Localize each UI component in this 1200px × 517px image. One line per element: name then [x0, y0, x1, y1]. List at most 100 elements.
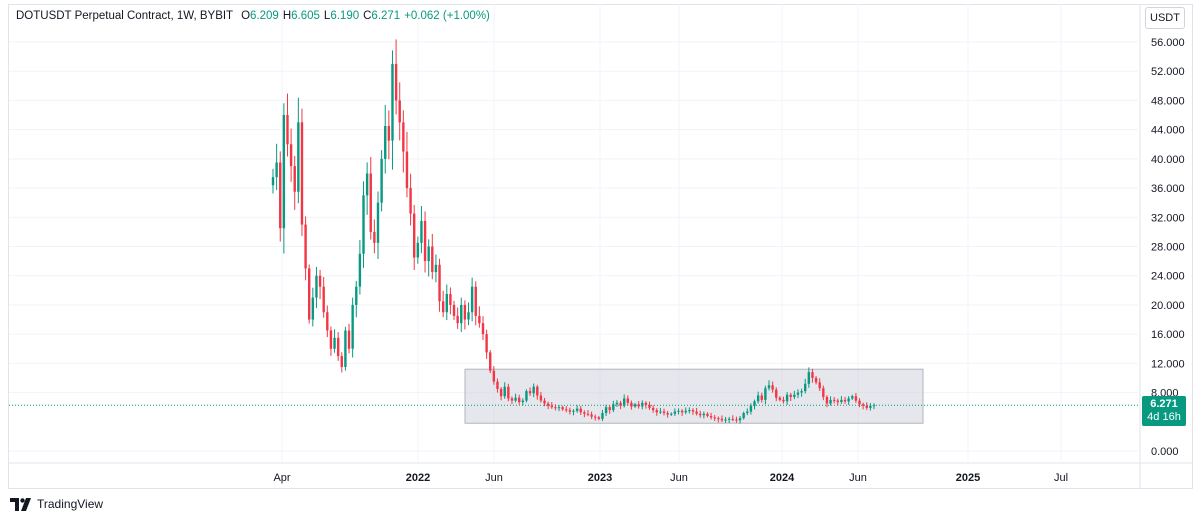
- candle: [861, 402, 865, 410]
- x-tick-label: Apr: [273, 472, 290, 484]
- candle: [525, 389, 528, 403]
- candle: [775, 387, 778, 402]
- candle: [713, 414, 716, 422]
- candle: [329, 326, 333, 356]
- candle: [742, 411, 745, 420]
- candle: [543, 397, 546, 407]
- candle: [724, 416, 727, 424]
- candle: [315, 266, 318, 309]
- candle: [510, 396, 514, 405]
- y-tick-label: 44.000: [1151, 125, 1185, 137]
- tradingview-icon: [10, 497, 31, 511]
- candle: [764, 385, 767, 405]
- candle: [825, 395, 829, 408]
- candle: [503, 382, 506, 399]
- candle: [405, 131, 409, 198]
- candle: [843, 396, 847, 404]
- candle: [380, 150, 383, 212]
- candle: [767, 380, 771, 391]
- candle: [778, 396, 782, 402]
- y-tick-label: 56.000: [1151, 37, 1185, 49]
- close-value: 6.271: [371, 10, 401, 22]
- candle: [441, 290, 445, 318]
- candle: [326, 305, 329, 338]
- candle: [619, 400, 622, 410]
- candle: [746, 408, 749, 416]
- candle: [474, 281, 477, 326]
- candle: [865, 402, 868, 410]
- candle: [706, 412, 709, 418]
- candle: [409, 173, 412, 226]
- candle: [304, 216, 307, 281]
- candle: [641, 400, 644, 410]
- candle: [358, 239, 362, 295]
- bar-countdown: 4d 16h: [1147, 411, 1181, 423]
- candle: [489, 349, 492, 374]
- candle: [546, 401, 550, 410]
- price-axis[interactable]: 56.000 52.000 48.000 44.000 40.000 36.000 32.0…: [1151, 37, 1185, 458]
- candle: [387, 110, 391, 160]
- time-axis[interactable]: Apr 2022 Jun 2023 Jun 2024 Jun 2025 Jul: [273, 472, 1068, 484]
- candle: [398, 82, 401, 141]
- candle: [760, 392, 763, 403]
- open-label: O: [241, 10, 251, 22]
- candle: [814, 375, 818, 385]
- candle: [438, 258, 441, 312]
- candle: [677, 408, 680, 415]
- y-tick-label: 24.000: [1151, 271, 1185, 283]
- candle: [536, 384, 539, 400]
- candle: [514, 393, 517, 403]
- candle: [644, 401, 648, 409]
- candle: [416, 236, 420, 264]
- candle: [384, 104, 387, 174]
- candle: [449, 287, 452, 315]
- open-value: 6.209: [250, 10, 279, 22]
- candle: [550, 402, 553, 409]
- candle: [583, 410, 586, 418]
- candle: [793, 390, 796, 400]
- last-price-tag: 6.271 4d 16h: [1142, 396, 1186, 426]
- currency-button[interactable]: USDT: [1145, 7, 1185, 29]
- high-label: H: [282, 10, 292, 22]
- candle: [785, 391, 789, 405]
- candle: [832, 397, 836, 404]
- candle: [796, 389, 800, 398]
- candle: [402, 110, 405, 173]
- candle: [720, 415, 724, 423]
- candle: [858, 398, 861, 408]
- y-tick-label: 36.000: [1151, 183, 1185, 195]
- candle: [695, 407, 698, 416]
- candle: [517, 394, 521, 405]
- candle: [680, 409, 684, 416]
- candle: [275, 143, 278, 191]
- candle: [470, 277, 474, 322]
- candle: [311, 287, 315, 327]
- candle: [355, 280, 358, 318]
- candle: [626, 395, 630, 406]
- candle: [521, 398, 525, 406]
- candle: [572, 409, 575, 416]
- candle: [872, 403, 876, 410]
- candle: [369, 157, 372, 240]
- candle: [532, 383, 535, 398]
- y-tick-label: 32.000: [1151, 212, 1185, 224]
- candle: [651, 405, 655, 413]
- close-label: C: [363, 10, 372, 22]
- candle: [854, 392, 858, 403]
- y-tick-label: 28.000: [1151, 242, 1185, 254]
- candle: [655, 408, 658, 416]
- candle: [753, 399, 756, 410]
- candle: [597, 415, 601, 421]
- tradingview-logo[interactable]: TradingView: [10, 497, 103, 511]
- candle: [481, 316, 485, 340]
- candle: [365, 162, 369, 215]
- candle: [507, 383, 510, 402]
- branding-text: TradingView: [37, 497, 104, 511]
- candle: [427, 239, 430, 277]
- candle: [840, 396, 843, 404]
- candle: [615, 400, 619, 407]
- candle: [499, 387, 503, 401]
- candle: [344, 326, 347, 371]
- candle: [528, 387, 532, 396]
